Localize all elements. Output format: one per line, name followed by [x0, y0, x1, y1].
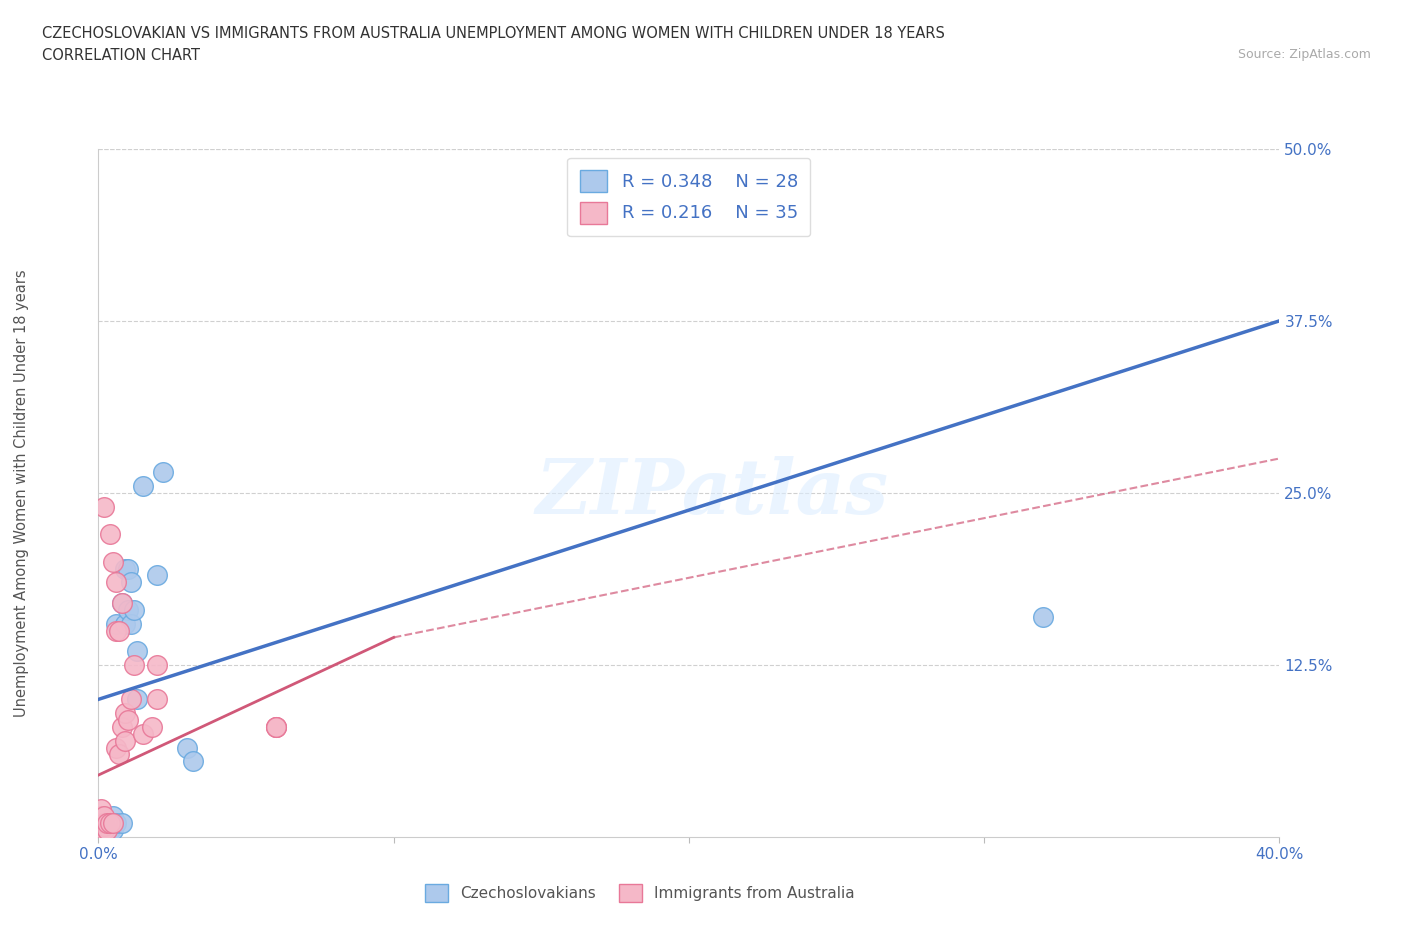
Point: [132, 479, 155, 494]
Point: [96, 823, 118, 838]
Point: [96, 816, 118, 830]
Point: [103, 816, 125, 830]
Point: [105, 623, 128, 638]
Legend: R = 0.348    N = 28, R = 0.216    N = 35: R = 0.348 N = 28, R = 0.216 N = 35: [568, 158, 810, 236]
Text: CORRELATION CHART: CORRELATION CHART: [42, 48, 200, 63]
Point: [122, 658, 145, 672]
Point: [103, 554, 125, 569]
Point: [90, 802, 112, 817]
Point: [108, 623, 131, 638]
Point: [108, 747, 131, 762]
Point: [125, 692, 148, 707]
Point: [114, 561, 136, 576]
Point: [111, 595, 134, 610]
Point: [98, 818, 121, 833]
Point: [93, 818, 115, 833]
Point: [93, 818, 115, 833]
Legend: Czechoslovakians, Immigrants from Australia: Czechoslovakians, Immigrants from Austra…: [419, 878, 860, 909]
Point: [114, 706, 136, 721]
Point: [132, 726, 155, 741]
Point: [181, 754, 204, 769]
Point: [114, 733, 136, 748]
Point: [1032, 609, 1054, 624]
Point: [96, 816, 118, 830]
Point: [122, 603, 145, 618]
Point: [105, 816, 128, 830]
Point: [117, 712, 139, 727]
Point: [103, 809, 125, 824]
Text: CZECHOSLOVAKIAN VS IMMIGRANTS FROM AUSTRALIA UNEMPLOYMENT AMONG WOMEN WITH CHILD: CZECHOSLOVAKIAN VS IMMIGRANTS FROM AUSTR…: [42, 26, 945, 41]
Point: [146, 692, 169, 707]
Text: ZIPatlas: ZIPatlas: [536, 456, 889, 530]
Point: [111, 595, 134, 610]
Point: [146, 658, 169, 672]
Point: [93, 823, 115, 838]
Point: [105, 575, 128, 590]
Point: [176, 740, 198, 755]
Point: [93, 809, 115, 824]
Point: [146, 568, 169, 583]
Point: [98, 816, 121, 830]
Point: [90, 816, 112, 830]
Point: [90, 809, 112, 824]
Point: [117, 603, 139, 618]
Point: [152, 465, 174, 480]
Point: [264, 720, 287, 735]
Point: [120, 692, 142, 707]
Point: [96, 823, 118, 838]
Point: [111, 720, 134, 735]
Point: [105, 617, 128, 631]
Text: Unemployment Among Women with Children Under 18 years: Unemployment Among Women with Children U…: [14, 269, 28, 717]
Point: [141, 720, 163, 735]
Point: [98, 823, 121, 838]
Point: [105, 740, 128, 755]
Point: [111, 816, 134, 830]
Point: [90, 823, 112, 838]
Point: [93, 823, 115, 838]
Point: [120, 617, 142, 631]
Point: [264, 720, 287, 735]
Point: [93, 499, 115, 514]
Point: [98, 526, 121, 541]
Point: [90, 818, 112, 833]
Point: [120, 575, 142, 590]
Point: [103, 823, 125, 838]
Point: [93, 816, 115, 830]
Point: [114, 617, 136, 631]
Point: [264, 720, 287, 735]
Point: [125, 644, 148, 658]
Point: [103, 816, 125, 830]
Point: [117, 561, 139, 576]
Text: Source: ZipAtlas.com: Source: ZipAtlas.com: [1237, 48, 1371, 61]
